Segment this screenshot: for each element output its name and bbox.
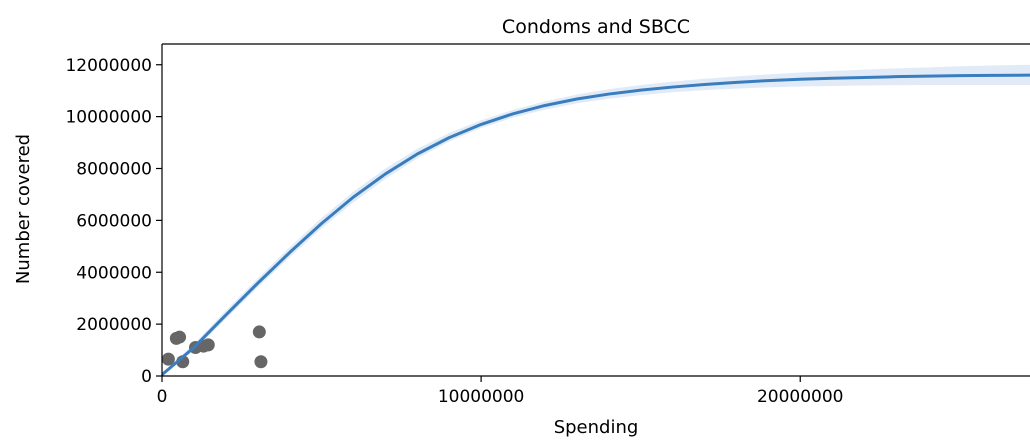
y-tick-label: 8000000 [76, 160, 152, 180]
y-tick-label: 6000000 [76, 211, 152, 231]
x-axis-label: Spending [554, 417, 639, 437]
scatter-point [254, 355, 268, 369]
x-tick-label: 0 [157, 387, 168, 407]
y-tick-label: 4000000 [76, 263, 152, 283]
scatter-point [252, 325, 266, 339]
scatter-point [173, 330, 187, 344]
y-tick-label: 12000000 [65, 56, 152, 76]
fitted-curve [162, 73, 1030, 376]
y-tick-label: 2000000 [76, 315, 152, 335]
scatter-point [201, 338, 215, 352]
confidence-band [162, 64, 1030, 376]
chart-title: Condoms and SBCC [502, 16, 690, 38]
y-tick-label: 10000000 [65, 108, 152, 128]
plot-area: 0 10000000 20000000 0 2000000 4000000 6000000 8… [65, 43, 1030, 407]
y-tick-label: 0 [141, 367, 152, 387]
x-tick-label: 20000000 [757, 387, 844, 407]
scatter-point [162, 352, 175, 366]
y-axis-label: Number covered [13, 134, 34, 284]
x-tick-label: 10000000 [438, 387, 525, 407]
plot-contents [162, 64, 1030, 376]
